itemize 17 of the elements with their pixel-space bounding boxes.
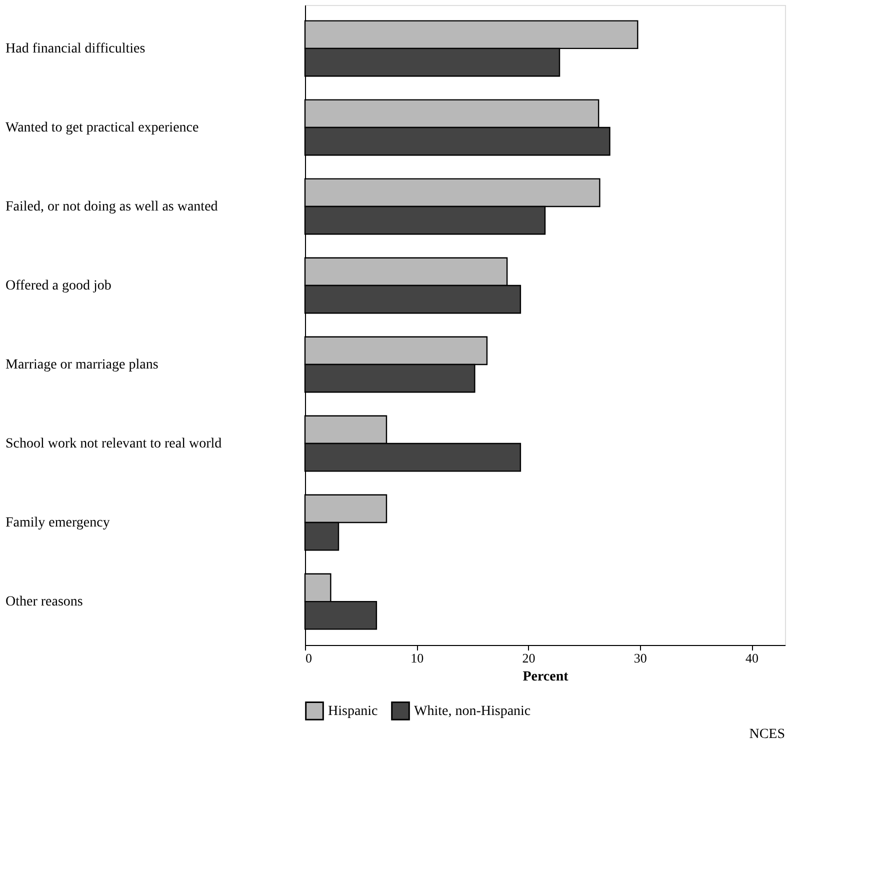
x-tick-label: 20: [522, 650, 536, 666]
y-tick-label: Other reasons: [6, 594, 83, 610]
y-tick-label: Family emergency: [6, 516, 110, 531]
x-tick-label: 0: [306, 650, 312, 666]
x-axis-title: Percent: [522, 670, 569, 684]
y-tick-label: Had financial difficulties: [6, 41, 146, 56]
text: NCES: [749, 727, 785, 742]
legend-label: Hispanic: [328, 704, 378, 719]
y-tick-label: School work not relevant to real world: [6, 436, 222, 452]
x-tick-label: 10: [410, 650, 424, 666]
x-tick-label: 30: [634, 650, 647, 666]
y-tick-label: Marriage or marriage plans: [6, 358, 158, 373]
legend-label: White, non-Hispanic: [414, 704, 531, 719]
x-tick-label: 40: [746, 650, 759, 666]
y-tick-label: Wanted to get practical experience: [6, 120, 199, 136]
y-tick-label: Failed, or not doing as well as wanted: [6, 199, 218, 214]
y-tick-label: Offered a good job: [6, 278, 112, 294]
